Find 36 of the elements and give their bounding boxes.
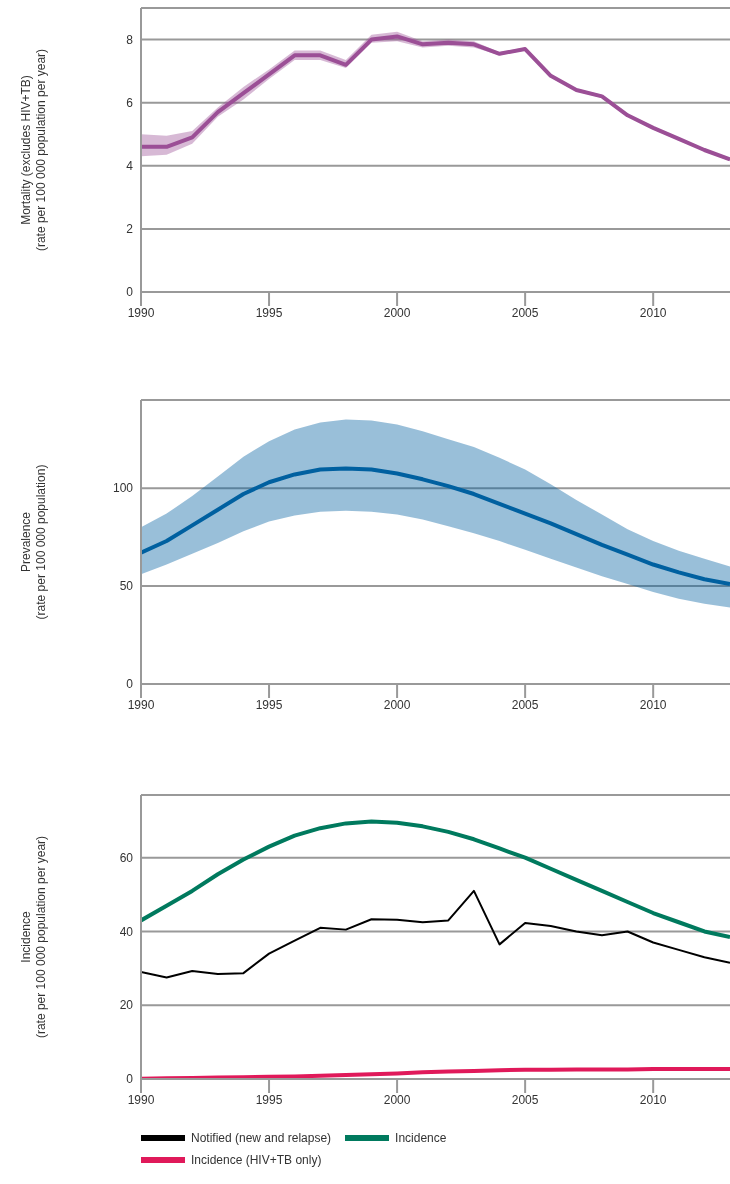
y-tick-label: 20 <box>119 998 134 1013</box>
x-tick-label: 1990 <box>127 305 155 320</box>
x-tick-label: 2005 <box>511 305 539 320</box>
y-tick-label: 4 <box>126 159 134 174</box>
y-tick-label: 0 <box>126 677 134 692</box>
y-axis-title: Mortality (excludes HIV+TB) (rate per 100 000 population per year) <box>19 48 48 252</box>
y-tick-label: 6 <box>126 95 134 110</box>
x-tick-label: 1990 <box>127 1092 155 1107</box>
y-tick-label: 60 <box>119 850 134 865</box>
y-tick-label: 0 <box>126 285 134 300</box>
x-tick-label: 2005 <box>511 1092 539 1107</box>
legend-label: Incidence <box>395 1131 447 1145</box>
line-series <box>141 889 730 979</box>
line-series <box>141 819 730 939</box>
x-tick-label: 2010 <box>639 305 667 320</box>
x-tick-label: 2005 <box>511 697 539 712</box>
x-tick-label: 2010 <box>639 697 667 712</box>
line-series <box>141 466 730 587</box>
x-tick-label: 1995 <box>255 305 283 320</box>
y-tick-label: 100 <box>112 481 134 496</box>
y-tick-label: 40 <box>119 924 134 939</box>
y-axis-title: Incidence (rate per 100 000 population per year) <box>19 835 48 1039</box>
x-tick-label: 2000 <box>383 305 411 320</box>
y-axis-title: Prevalence (rate per 100 000 population) <box>19 464 48 620</box>
y-tick-label: 0 <box>126 1072 134 1087</box>
y-tick-label: 50 <box>119 579 134 594</box>
x-tick-label: 2010 <box>639 1092 667 1107</box>
y-tick-label: 2 <box>126 222 134 237</box>
legend-label: Incidence (HIV+TB only) <box>191 1153 322 1167</box>
legend-label: Notified (new and relapse) <box>191 1131 332 1145</box>
x-tick-label: 2000 <box>383 697 411 712</box>
x-tick-label: 2000 <box>383 1092 411 1107</box>
x-tick-label: 1995 <box>255 1092 283 1107</box>
y-tick-label: 8 <box>126 32 134 47</box>
x-tick-label: 1990 <box>127 697 155 712</box>
x-tick-label: 1995 <box>255 697 283 712</box>
